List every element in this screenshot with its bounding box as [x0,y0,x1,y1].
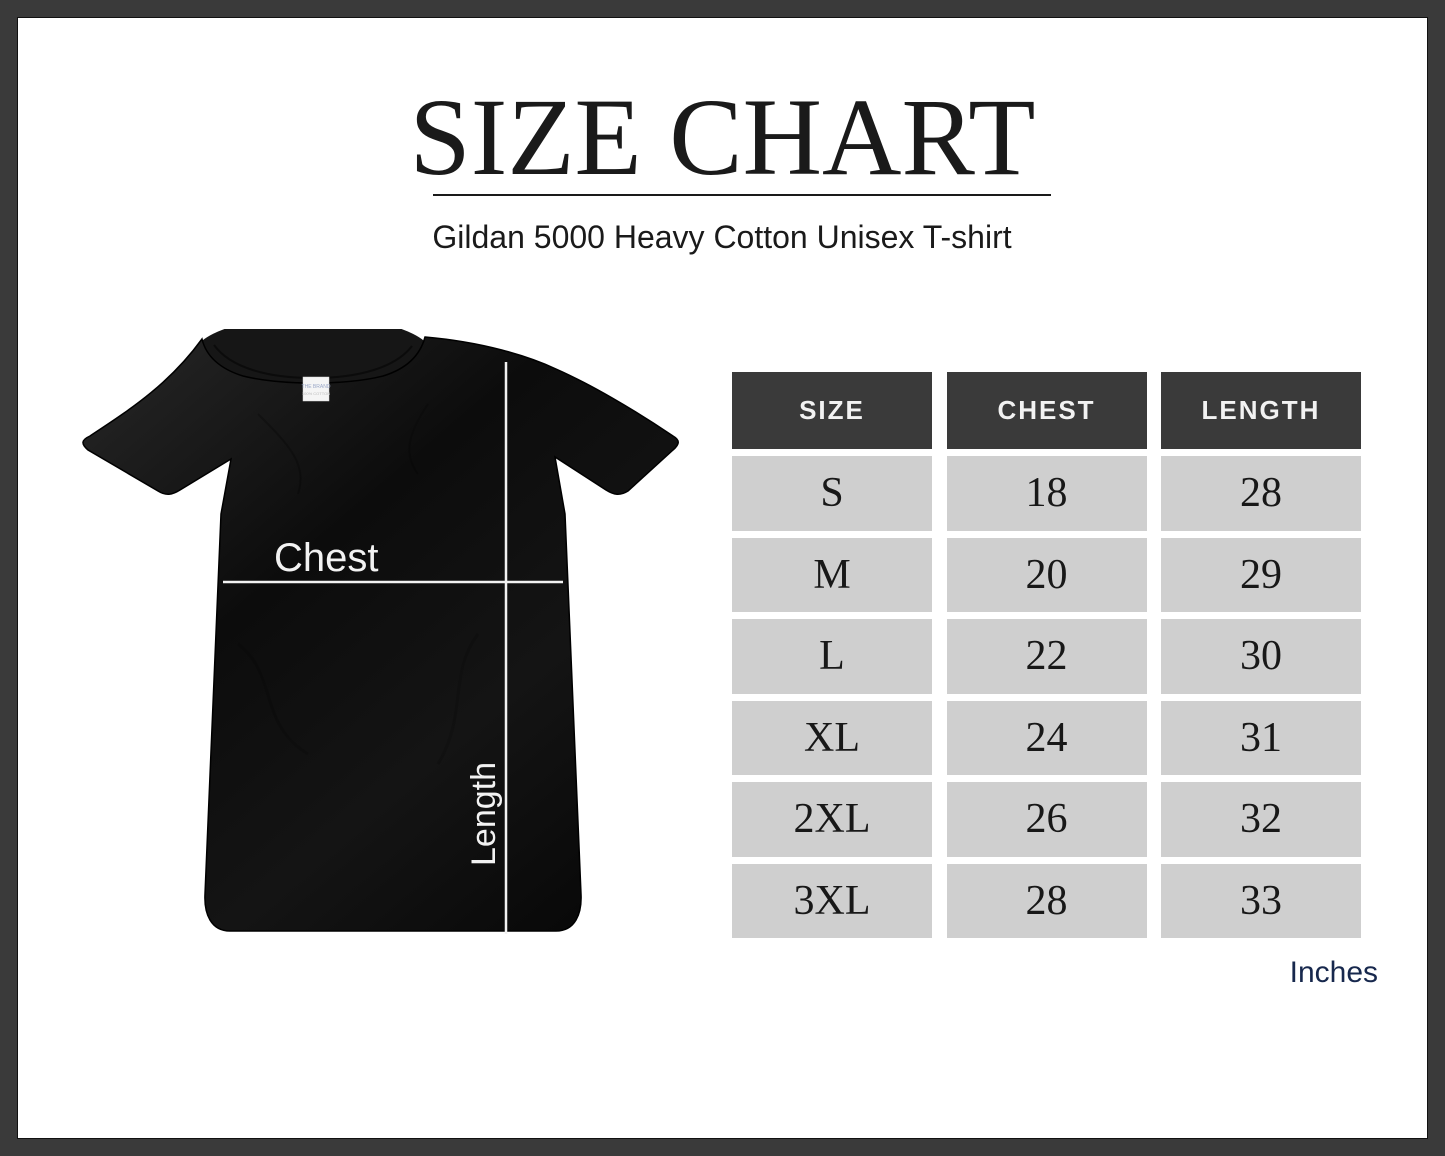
svg-text:Length: Length [465,762,503,866]
svg-text:100% COTTON: 100% COTTON [302,391,330,396]
svg-text:THE BRAND: THE BRAND [302,384,331,390]
svg-text:Chest: Chest [274,536,379,580]
